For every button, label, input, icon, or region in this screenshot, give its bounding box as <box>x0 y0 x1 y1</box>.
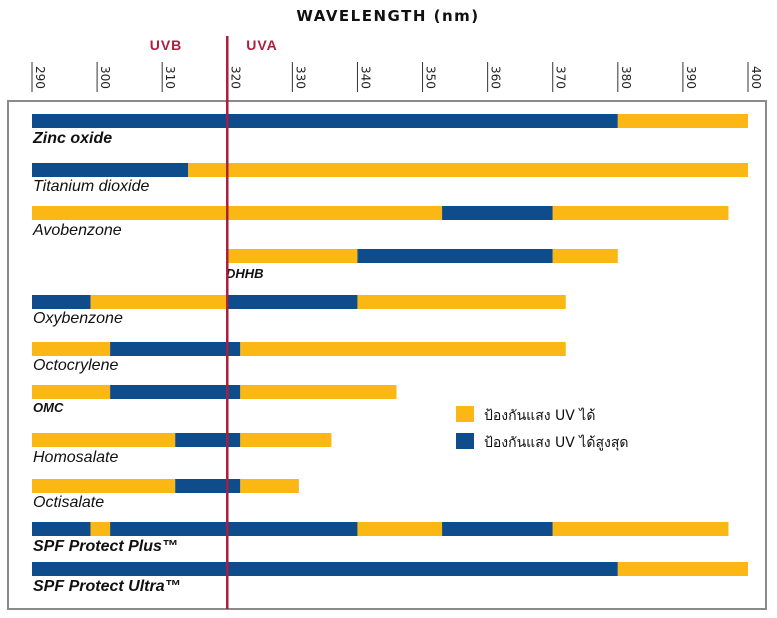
tick-label: 350 <box>424 66 438 89</box>
bar-segment-protect <box>32 433 176 447</box>
bar-segment-max <box>32 522 91 536</box>
row-label: Octocrylene <box>33 357 118 374</box>
bar-segment-max <box>175 479 241 493</box>
bar-segment-max <box>227 295 358 309</box>
bar-segment-max <box>32 163 189 177</box>
tick-label: 340 <box>358 66 372 89</box>
bar-segment-max <box>110 522 358 536</box>
bar-segment-protect <box>227 249 358 263</box>
tick-label: 320 <box>228 66 242 89</box>
tick-label: 380 <box>619 66 633 89</box>
row-label: Octisalate <box>33 494 104 511</box>
row-label: DHHB <box>226 266 264 281</box>
bar-segment-protect <box>357 295 566 309</box>
bar-segment-protect <box>32 385 111 399</box>
row-label: Avobenzone <box>32 222 122 239</box>
bar-segment-protect <box>32 479 176 493</box>
legend-label-max: ป้องกันแสง UV ได้สูงสุด <box>484 434 628 451</box>
bar-segment-protect <box>32 342 111 356</box>
tick-label: 290 <box>33 66 47 89</box>
bar-segment-protect <box>90 522 111 536</box>
tick-label: 400 <box>749 66 763 89</box>
bar-segment-protect <box>90 295 228 309</box>
bar-segment-protect <box>552 522 729 536</box>
row-label: OMC <box>33 400 64 415</box>
legend-label-protect: ป้องกันแสง UV ได้ <box>484 407 595 424</box>
row-label: Homosalate <box>33 449 118 466</box>
bar-segment-max <box>32 295 91 309</box>
bar-segment-protect <box>552 206 729 220</box>
bar-segment-protect <box>188 163 748 177</box>
tick-label: 300 <box>98 66 112 89</box>
bar-segment-max <box>32 114 618 128</box>
bar-segment-protect <box>552 249 618 263</box>
row-label: SPF Protect Plus™ <box>33 538 178 555</box>
legend-swatch-protect <box>456 406 474 422</box>
row-label: Titanium dioxide <box>33 178 149 195</box>
bar-segment-max <box>110 342 241 356</box>
tick-label: 370 <box>554 66 568 89</box>
tick-label: 330 <box>293 66 307 89</box>
bar-segment-max <box>175 433 241 447</box>
bar-segment-protect <box>617 562 748 576</box>
chart-title: WAVELENGTH (nm) <box>296 7 479 25</box>
band-label-uva: UVA <box>246 37 278 53</box>
bar-segment-protect <box>240 385 397 399</box>
bar-segment-protect <box>32 206 443 220</box>
bar-segment-max <box>442 522 553 536</box>
row-label: Oxybenzone <box>33 310 123 327</box>
bar-segment-protect <box>617 114 748 128</box>
bar-segment-max <box>32 562 618 576</box>
bar-segment-max <box>442 206 553 220</box>
band-label-uvb: UVB <box>150 37 183 53</box>
bar-segment-protect <box>357 522 443 536</box>
tick-label: 390 <box>684 66 698 89</box>
tick-label: 310 <box>163 66 177 89</box>
bar-segment-max <box>110 385 241 399</box>
row-label: Zinc oxide <box>32 130 112 147</box>
bar-segment-protect <box>240 479 299 493</box>
bar-segment-max <box>357 249 553 263</box>
bar-segment-protect <box>240 342 566 356</box>
legend-swatch-max <box>456 433 474 449</box>
tick-label: 360 <box>489 66 503 89</box>
bar-segment-protect <box>240 433 332 447</box>
row-label: SPF Protect Ultra™ <box>33 578 181 595</box>
